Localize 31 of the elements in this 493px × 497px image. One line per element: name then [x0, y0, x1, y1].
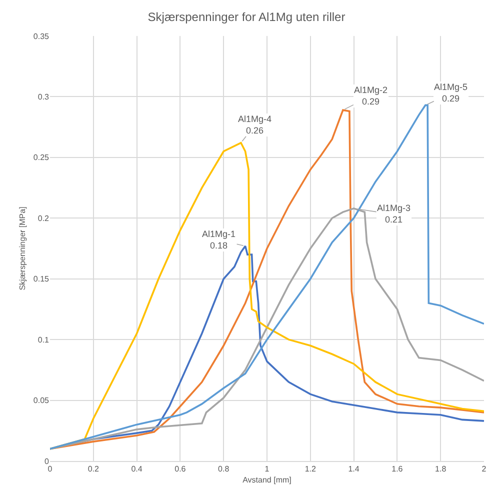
y-tick-label: 0.05: [33, 396, 50, 406]
x-axis-title: Avstand [mm]: [242, 476, 292, 485]
data-label: 0.29: [442, 94, 460, 104]
series-label: Al1Mg-1: [202, 229, 236, 239]
data-label: 0.21: [384, 214, 403, 225]
y-tick-label: 0.35: [33, 32, 50, 41]
data-label: 0.18: [210, 240, 228, 251]
x-tick-label: 1.6: [392, 464, 404, 474]
series-label: Al1Mg-2: [354, 85, 388, 95]
data-label: 0.29: [362, 96, 380, 107]
series-label: Al1Mg-5: [434, 82, 468, 92]
y-tick-label: 0.2: [38, 214, 50, 223]
y-tick-label: 0.1: [38, 335, 50, 344]
y-axis-title: Skjærspenninger [MPa]: [18, 206, 28, 290]
x-tick-label: 2: [482, 464, 487, 474]
x-tick-label: 0.6: [174, 464, 186, 474]
x-tick-label: 1.2: [304, 464, 317, 474]
x-tick-label: 0.8: [218, 464, 230, 474]
x-tick-label: 1.4: [348, 464, 360, 474]
data-label: 0.26: [246, 126, 264, 136]
text: Al1Mg-4: [238, 114, 272, 124]
x-tick-label: 1.8: [435, 464, 447, 474]
x-tick-label: 0.4: [131, 464, 143, 474]
chart-title: Skjærspenninger for Al1Mg uten riller: [148, 10, 346, 24]
x-tick-label: 1: [264, 464, 270, 474]
series-label: Al1Mg-3: [377, 203, 411, 213]
x-tick-label: 0.2: [88, 464, 100, 474]
y-tick-label: 0.3: [38, 92, 50, 102]
y-tick-label: 0.25: [33, 153, 50, 162]
y-tick-label: 0.15: [33, 274, 50, 284]
y-tick-label: 0: [44, 456, 50, 466]
